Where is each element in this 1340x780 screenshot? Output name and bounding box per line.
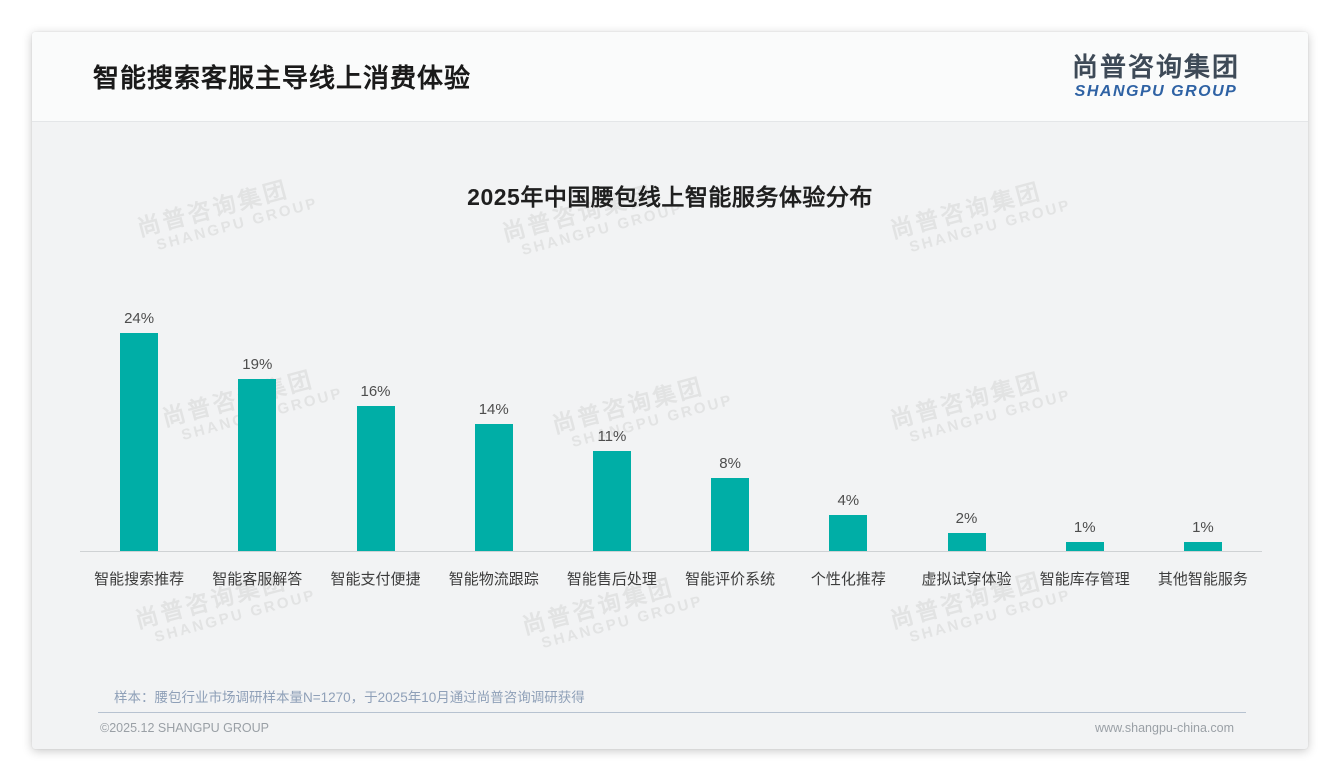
- bar: [592, 451, 631, 551]
- bar-column: 11%: [553, 428, 671, 551]
- bar-value-label: 16%: [360, 382, 391, 400]
- footer-copyright: ©2025.12 SHANGPU GROUP: [100, 721, 269, 735]
- bar-value-label: 1%: [1073, 518, 1096, 536]
- bar-value-label: 11%: [597, 428, 627, 446]
- chart-plot-area: 24% 19% 16% 14% 11% 8% 4% 2% 1% 1%: [80, 271, 1262, 552]
- sample-note: 样本：腰包行业市场调研样本量N=1270，于2025年10月通过尚普咨询调研获得: [114, 690, 585, 705]
- bar-value-label: 2%: [955, 509, 978, 527]
- bar: [947, 532, 986, 551]
- bar-value-label: 4%: [837, 491, 860, 509]
- page-title: 智能搜索客服主导线上消费体验: [93, 63, 472, 93]
- bar: [474, 423, 513, 551]
- logo-english-text: SHANGPU GROUP: [1074, 82, 1238, 100]
- category-label: 智能支付便捷: [330, 571, 421, 588]
- bar-column: 14%: [435, 401, 553, 551]
- category-label: 智能客服解答: [212, 571, 303, 588]
- footer-divider: [98, 712, 1246, 713]
- bar-chart: 24% 19% 16% 14% 11% 8% 4% 2% 1% 1% 智能搜索推荐 智能客服解答 智能…: [80, 271, 1262, 589]
- bar: [356, 405, 395, 551]
- chart-title: 2025年中国腰包线上智能服务体验分布: [467, 184, 873, 210]
- slide-card: 智能搜索客服主导线上消费体验 尚普咨询集团 SHANGPU GROUP 尚普咨询…: [32, 32, 1308, 749]
- chart-category-axis: 智能搜索推荐 智能客服解答 智能支付便捷 智能物流跟踪 智能售后处理 智能评价系统 个性化推…: [80, 552, 1262, 589]
- bar-column: 19%: [198, 355, 316, 551]
- bar-column: 16%: [316, 383, 434, 551]
- category-label: 个性化推荐: [810, 571, 886, 588]
- category-label: 智能售后处理: [566, 571, 657, 588]
- bar-value-label: 19%: [242, 355, 273, 373]
- bar-column: 8%: [671, 455, 789, 551]
- bar: [1183, 541, 1222, 551]
- category-label: 智能物流跟踪: [448, 571, 539, 588]
- bar-column: 1%: [1144, 519, 1262, 551]
- header: 智能搜索客服主导线上消费体验 尚普咨询集团 SHANGPU GROUP: [32, 32, 1308, 122]
- bar-value-label: 14%: [478, 400, 509, 418]
- bar-value-label: 24%: [124, 310, 155, 328]
- category-label: 其他智能服务: [1157, 571, 1248, 588]
- bar: [711, 478, 750, 551]
- category-label: 虚拟试穿体验: [921, 571, 1012, 588]
- bar-column: 24%: [80, 310, 198, 551]
- watermark-english-text: SHANGPU GROUP: [152, 586, 319, 647]
- bar: [1065, 541, 1104, 551]
- bar: [829, 514, 868, 551]
- bar-column: 2%: [907, 510, 1025, 551]
- category-label: 智能评价系统: [685, 571, 776, 588]
- watermark-english-text: SHANGPU GROUP: [907, 586, 1074, 647]
- bar: [120, 333, 159, 551]
- bar-value-label: 8%: [719, 455, 741, 473]
- logo-chinese-text: 尚普咨询集团: [1071, 51, 1240, 82]
- bar-value-label: 1%: [1192, 518, 1214, 536]
- category-label: 智能库存管理: [1039, 571, 1130, 588]
- bar-column: 1%: [1026, 519, 1144, 551]
- bar-column: 4%: [789, 492, 907, 551]
- category-label: 智能搜索推荐: [94, 571, 185, 588]
- watermark-english-text: SHANGPU GROUP: [539, 592, 706, 653]
- bar: [238, 378, 277, 551]
- footer-website: www.shangpu-china.com: [1095, 721, 1234, 735]
- company-logo: 尚普咨询集团 SHANGPU GROUP: [1072, 53, 1240, 100]
